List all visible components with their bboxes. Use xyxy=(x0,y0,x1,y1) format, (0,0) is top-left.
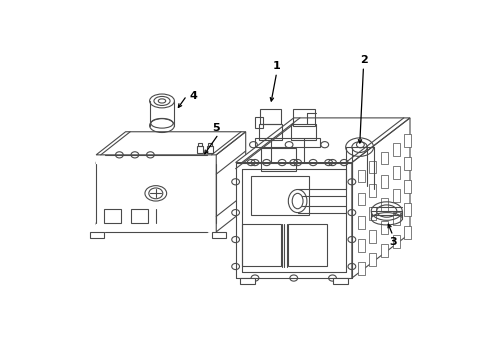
Bar xyxy=(104,209,121,222)
Bar xyxy=(293,109,315,126)
Polygon shape xyxy=(392,143,399,156)
Polygon shape xyxy=(404,203,411,216)
Polygon shape xyxy=(392,235,399,248)
Polygon shape xyxy=(381,175,388,188)
Bar xyxy=(259,125,282,140)
Polygon shape xyxy=(96,132,245,155)
Polygon shape xyxy=(216,132,245,232)
Bar xyxy=(251,176,309,215)
Bar xyxy=(131,209,148,222)
Polygon shape xyxy=(381,152,388,165)
Polygon shape xyxy=(404,226,411,239)
Polygon shape xyxy=(381,198,388,211)
Bar xyxy=(208,143,212,145)
Bar xyxy=(197,145,203,153)
Polygon shape xyxy=(358,193,365,206)
Polygon shape xyxy=(358,239,365,252)
Polygon shape xyxy=(392,212,399,225)
Polygon shape xyxy=(358,216,365,229)
Text: 3: 3 xyxy=(389,237,397,247)
Polygon shape xyxy=(381,244,388,257)
Polygon shape xyxy=(369,184,376,197)
Polygon shape xyxy=(369,230,376,243)
Polygon shape xyxy=(392,166,399,179)
Polygon shape xyxy=(404,157,411,170)
Polygon shape xyxy=(369,207,376,220)
Polygon shape xyxy=(369,161,376,174)
Polygon shape xyxy=(236,118,410,163)
Text: 2: 2 xyxy=(360,55,368,65)
Polygon shape xyxy=(358,262,365,275)
Bar xyxy=(255,117,263,128)
Bar xyxy=(261,148,295,171)
Bar xyxy=(292,125,316,140)
Polygon shape xyxy=(358,170,365,182)
Bar xyxy=(197,143,202,145)
Text: 1: 1 xyxy=(273,61,281,71)
Bar xyxy=(207,145,213,153)
Text: 5: 5 xyxy=(213,123,220,133)
Polygon shape xyxy=(240,278,255,284)
Text: 4: 4 xyxy=(189,91,197,100)
Bar xyxy=(242,224,281,266)
Polygon shape xyxy=(392,189,399,202)
Bar xyxy=(255,138,320,147)
Polygon shape xyxy=(404,180,411,193)
Polygon shape xyxy=(236,163,352,278)
Bar xyxy=(260,109,281,125)
Bar xyxy=(288,224,327,266)
Polygon shape xyxy=(352,118,410,278)
Polygon shape xyxy=(381,221,388,234)
Polygon shape xyxy=(404,134,411,147)
Polygon shape xyxy=(96,155,216,232)
Polygon shape xyxy=(369,253,376,266)
Polygon shape xyxy=(333,278,348,284)
